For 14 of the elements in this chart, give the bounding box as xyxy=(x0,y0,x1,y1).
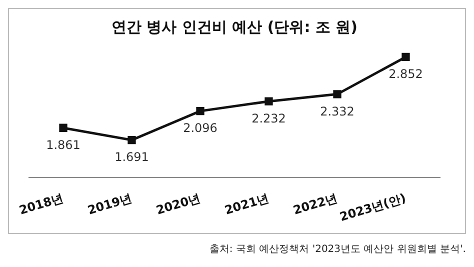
point xyxy=(128,136,136,144)
data-label: 2.852 xyxy=(388,67,423,82)
point xyxy=(196,106,204,116)
point xyxy=(402,52,410,62)
data-label: 2.332 xyxy=(320,104,354,118)
data-label: 2.096 xyxy=(183,121,218,136)
source-note: 출처: 국회 예산정책처 '2023년도 예산안 위원회별 분석'. xyxy=(208,243,466,256)
chart-title: 연간 병사 인건비 예산 (단위: 조 원) xyxy=(111,18,358,36)
data-label: 1.691 xyxy=(114,150,149,164)
data-label: 1.861 xyxy=(46,138,80,152)
point xyxy=(59,124,68,132)
data-label: 2.232 xyxy=(252,111,286,126)
point xyxy=(264,97,273,106)
point xyxy=(333,90,342,98)
